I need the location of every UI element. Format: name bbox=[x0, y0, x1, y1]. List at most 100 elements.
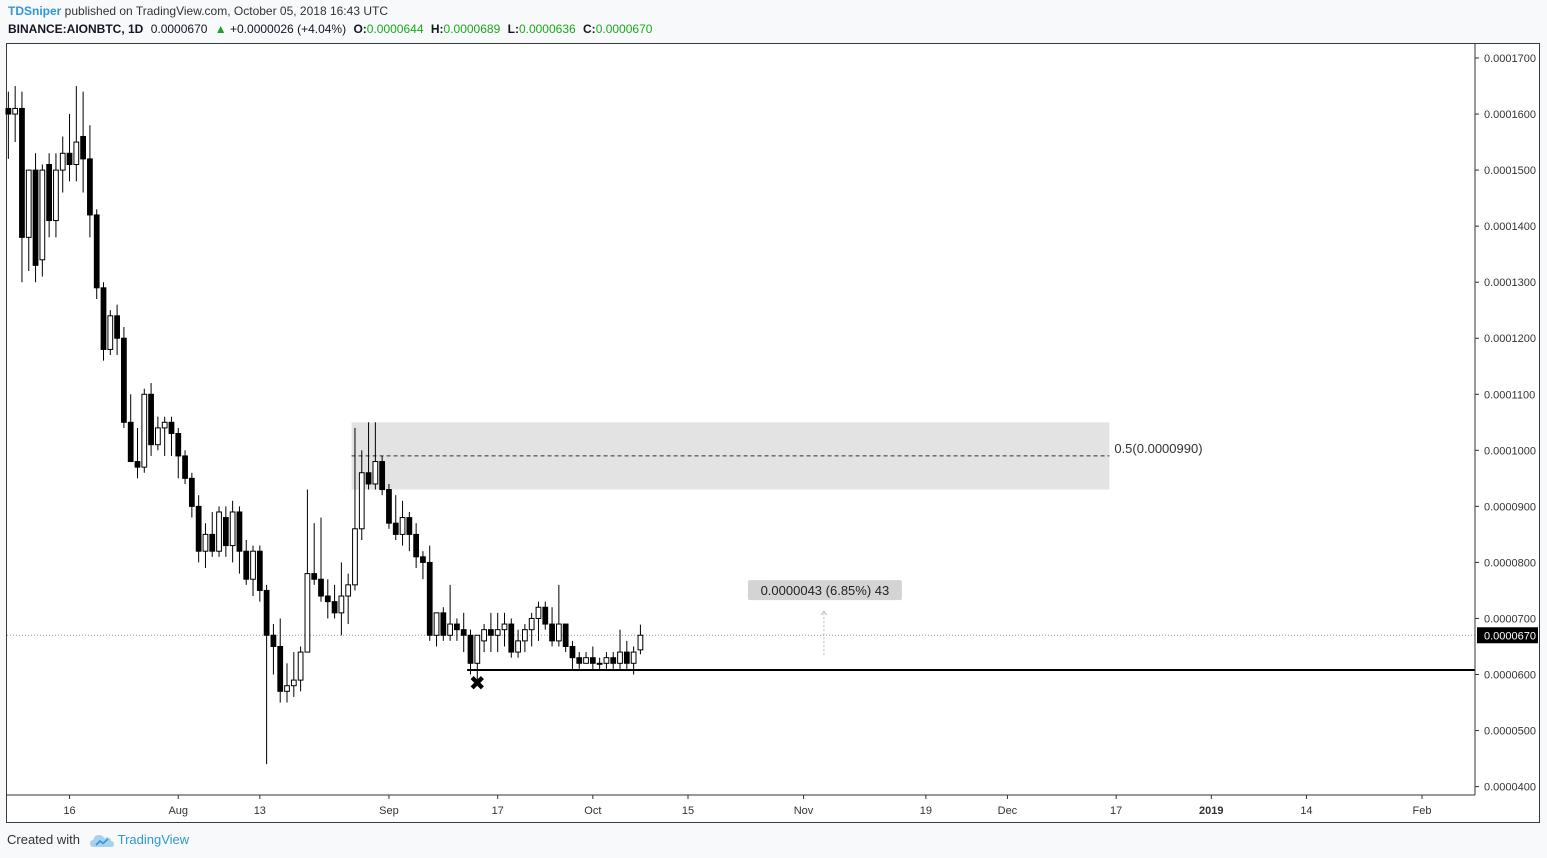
y-tick-label: 0.0000600 bbox=[1484, 670, 1536, 682]
candle-up bbox=[528, 617, 535, 631]
candle-up bbox=[25, 169, 32, 238]
y-tick-label: 0.0000700 bbox=[1484, 613, 1536, 625]
ohlc-legend: BINANCE:AIONBTC, 1D 0.0000670 ▲ +0.00000… bbox=[8, 22, 652, 36]
candle-down bbox=[134, 461, 141, 468]
candle-up bbox=[250, 550, 256, 580]
candle-up bbox=[202, 533, 209, 552]
candle-up bbox=[304, 573, 311, 653]
low-label: L: bbox=[507, 22, 519, 36]
candle-down bbox=[66, 152, 73, 165]
candle-down bbox=[100, 287, 107, 350]
candle-down bbox=[243, 550, 250, 580]
publish-text: published on TradingView.com, October 05… bbox=[61, 4, 388, 18]
symbol-label: BINANCE:AIONBTC, 1D bbox=[8, 22, 144, 36]
x-tick-label: Sep bbox=[379, 805, 399, 817]
candle-down bbox=[188, 477, 195, 507]
candle-down bbox=[379, 461, 386, 491]
y-tick-label: 0.0000400 bbox=[1484, 782, 1536, 794]
measure-label: 0.0000043 (6.85%) 43 bbox=[761, 583, 890, 598]
candle-down bbox=[324, 595, 331, 603]
candle-up bbox=[603, 657, 610, 664]
candle-up bbox=[216, 511, 222, 552]
y-tick-label: 0.0000800 bbox=[1484, 557, 1536, 569]
candle-down bbox=[236, 511, 243, 552]
candle-up bbox=[447, 623, 453, 636]
candle-down bbox=[195, 505, 202, 552]
candle-down bbox=[467, 634, 474, 664]
candle-down bbox=[508, 623, 515, 653]
candle-up bbox=[229, 511, 236, 547]
candle-up bbox=[535, 606, 542, 619]
x-tick-label: 14 bbox=[1300, 805, 1312, 817]
x-tick-label: 17 bbox=[1110, 805, 1122, 817]
candle-down bbox=[413, 533, 420, 558]
y-tick-label: 0.0001400 bbox=[1484, 221, 1536, 233]
author-link[interactable]: TDSniper bbox=[8, 4, 62, 18]
candle-up bbox=[358, 472, 365, 530]
y-tick-label: 0.0001100 bbox=[1484, 389, 1535, 401]
candle-down bbox=[440, 612, 447, 636]
candle-up bbox=[107, 315, 114, 350]
candle-down bbox=[127, 421, 134, 463]
candle-down bbox=[576, 657, 583, 664]
candle-down bbox=[5, 107, 12, 115]
y-tick-label: 0.0001500 bbox=[1484, 165, 1536, 177]
current-price-tag bbox=[1477, 627, 1538, 644]
candle-up bbox=[372, 461, 379, 485]
candle-down bbox=[46, 163, 53, 222]
candle-down bbox=[32, 169, 39, 266]
candle-up bbox=[39, 169, 46, 261]
change-arrow-icon: ▲ bbox=[214, 22, 227, 36]
candle-down bbox=[87, 158, 93, 216]
candle-down bbox=[386, 489, 392, 524]
x-tick-label: Dec bbox=[998, 805, 1018, 817]
candle-down bbox=[209, 533, 216, 552]
candle-down bbox=[121, 337, 127, 423]
candle-up bbox=[617, 651, 623, 664]
fib-level-label: 0.5(0.0000990) bbox=[1114, 441, 1202, 456]
candle-down bbox=[93, 214, 100, 289]
x-tick-label: Aug bbox=[168, 805, 188, 817]
candle-up bbox=[59, 152, 66, 171]
candle-down bbox=[610, 657, 617, 664]
tradingview-brand-link[interactable]: TradingView bbox=[117, 832, 190, 847]
candle-down bbox=[277, 645, 284, 692]
y-tick-label: 0.0001000 bbox=[1484, 445, 1536, 457]
candle-up bbox=[521, 629, 528, 642]
candle-down bbox=[114, 315, 120, 339]
candle-down bbox=[549, 623, 555, 642]
candle-up bbox=[290, 679, 297, 687]
y-tick-label: 0.0000900 bbox=[1484, 501, 1536, 513]
candle-down bbox=[460, 629, 467, 636]
candle-up bbox=[583, 657, 589, 664]
candle-up bbox=[297, 651, 304, 681]
current-price-tag-label: 0.0000670 bbox=[1484, 630, 1536, 642]
y-tick-label: 0.0000500 bbox=[1484, 726, 1536, 738]
candle-up bbox=[399, 517, 406, 535]
x-tick-label: Nov bbox=[794, 805, 814, 817]
candle-down bbox=[426, 561, 433, 636]
close-value: 0.0000670 bbox=[595, 22, 653, 36]
chart-frame[interactable] bbox=[6, 43, 1540, 823]
close-label: C: bbox=[583, 22, 596, 36]
footer: Created with TradingView bbox=[7, 832, 189, 848]
x-marker-icon: ✖ bbox=[469, 671, 486, 695]
candle-down bbox=[311, 573, 318, 580]
y-tick-label: 0.0001700 bbox=[1484, 53, 1536, 65]
candle-down bbox=[392, 522, 399, 535]
candle-up bbox=[12, 107, 19, 115]
created-with-text: Created with bbox=[7, 832, 80, 847]
y-tick-label: 0.0001300 bbox=[1484, 277, 1536, 289]
x-tick-label: 17 bbox=[492, 805, 504, 817]
candle-up bbox=[637, 634, 644, 651]
candle-down bbox=[454, 623, 460, 631]
candle-down bbox=[318, 578, 324, 597]
candle-down bbox=[256, 550, 263, 591]
candle-down bbox=[222, 517, 229, 547]
candle-down bbox=[263, 589, 270, 636]
x-tick-label: 15 bbox=[682, 805, 694, 817]
candle-down bbox=[589, 657, 596, 664]
candle-up bbox=[338, 595, 345, 614]
candle-up bbox=[481, 629, 487, 642]
